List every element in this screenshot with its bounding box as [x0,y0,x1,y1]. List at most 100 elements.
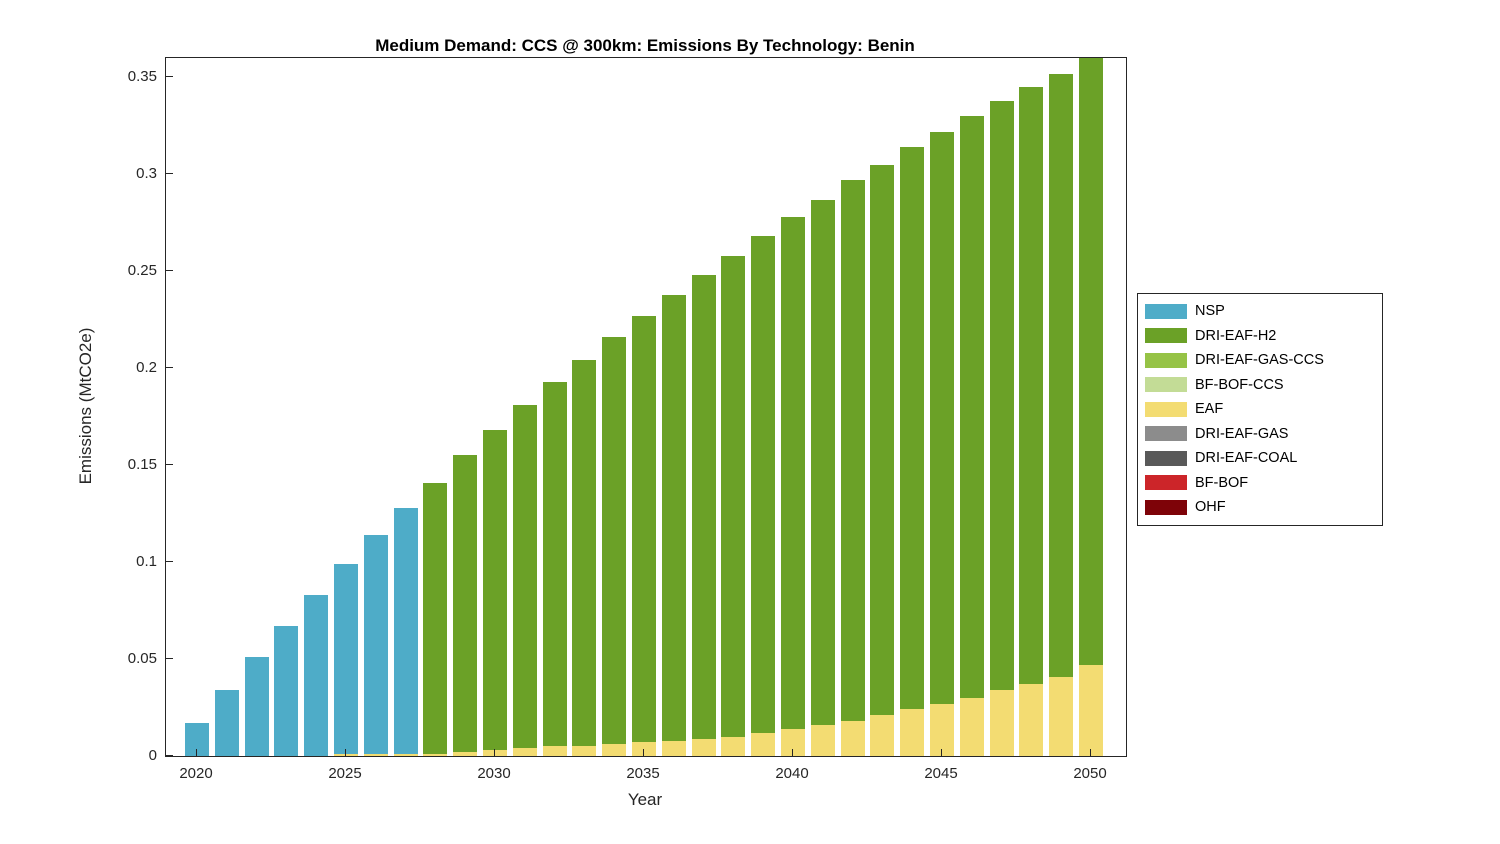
x-tick-label: 2020 [179,765,213,782]
bar-segment-eaf-2032 [542,746,567,756]
bar-segment-dri-eaf-h2-2045 [930,131,954,704]
bar-segment-eaf-2046 [959,697,984,756]
legend-item: DRI-EAF-GAS [1145,422,1374,447]
bar-segment-dri-eaf-h2-2050 [1079,58,1103,665]
legend-swatch [1145,426,1187,442]
legend-label: DRI-EAF-GAS [1195,425,1289,442]
bar-segment-eaf-2042 [840,721,865,756]
bar-segment-nsp-2026 [363,534,388,755]
bar-segment-eaf-2026 [363,754,388,756]
bar-segment-eaf-2031 [512,748,537,756]
legend-item: BF-BOF-CCS [1145,373,1374,398]
x-tick-mark [195,749,197,756]
x-axis-label: Year [627,790,663,809]
legend-item: DRI-EAF-GAS-CCS [1145,348,1374,373]
bar-segment-nsp-2024 [304,595,329,756]
legend-swatch [1145,303,1187,319]
legend-item: BF-BOF [1145,471,1374,496]
bar-segment-dri-eaf-h2-2040 [781,217,805,729]
plot-area [165,57,1127,757]
bar-segment-eaf-2025 [334,754,358,756]
bar-segment-dri-eaf-h2-2039 [751,236,776,733]
bar-segment-dri-eaf-h2-2038 [721,255,746,737]
bar-segment-dri-eaf-h2-2033 [572,360,597,747]
y-axis-label-text: Emissions (MtCO2e) [76,327,95,485]
bar-segment-eaf-2043 [870,715,895,756]
bar-segment-dri-eaf-h2-2047 [989,100,1014,691]
bar-segment-dri-eaf-h2-2046 [959,116,984,698]
legend-swatch [1145,352,1187,368]
legend-swatch [1145,377,1187,393]
x-tick-label: 2050 [1073,765,1107,782]
chart-title: Medium Demand: CCS @ 300km: Emissions By… [375,36,915,55]
y-tick-mark [166,269,173,271]
bar-segment-dri-eaf-h2-2041 [810,199,835,725]
y-tick-label: 0.15 [127,455,157,473]
legend-label: NSP [1195,303,1225,320]
y-tick-mark [166,75,173,77]
bar-segment-dri-eaf-h2-2034 [602,337,627,745]
x-tick-label: 2030 [477,765,511,782]
bar-segment-dri-eaf-h2-2030 [483,430,507,751]
legend-item: NSP [1145,299,1374,324]
y-tick-label: 0.05 [127,649,157,667]
legend-label: DRI-EAF-H2 [1195,327,1277,344]
bar-segment-dri-eaf-h2-2048 [1019,87,1044,685]
y-tick-mark [166,754,173,756]
legend-label: EAF [1195,401,1224,418]
x-tick-mark [642,749,644,756]
x-tick-mark [791,749,793,756]
bar-segment-dri-eaf-h2-2035 [632,315,656,743]
legend: NSP DRI-EAF-H2 DRI-EAF-GAS-CCS BF-BOF-CCS EA… [1137,293,1383,526]
x-tick-mark [493,749,495,756]
bar-segment-dri-eaf-h2-2029 [453,455,478,753]
bar-segment-eaf-2049 [1049,676,1074,756]
bar-segment-eaf-2047 [989,690,1014,756]
bar-segment-eaf-2044 [900,709,925,756]
bar-segment-eaf-2028 [423,754,448,756]
bar-segment-dri-eaf-h2-2031 [512,405,537,749]
y-tick-label: 0.25 [127,261,157,279]
y-tick-label: 0 [148,746,157,764]
legend-swatch [1145,499,1187,515]
bar-segment-eaf-2038 [721,736,746,756]
bar-segment-dri-eaf-h2-2036 [661,294,686,741]
bar-segment-eaf-2027 [393,754,418,756]
legend-item: EAF [1145,397,1374,422]
bar-segment-eaf-2041 [810,724,835,756]
y-tick-mark [166,366,173,368]
bar-segment-dri-eaf-h2-2042 [840,180,865,722]
y-tick-label: 0.2 [136,358,157,376]
x-tick-mark [1089,749,1091,756]
bar-segment-eaf-2039 [751,732,776,756]
bar-segment-eaf-2030 [483,750,507,756]
bar-segment-dri-eaf-h2-2049 [1049,73,1074,677]
legend-item: DRI-EAF-COAL [1145,446,1374,471]
bar-segment-nsp-2027 [393,507,418,755]
bar-segment-dri-eaf-h2-2032 [542,381,567,747]
x-tick-label: 2045 [924,765,958,782]
x-tick-label: 2040 [775,765,809,782]
y-tick-mark [166,463,173,465]
y-tick-label: 0.3 [136,164,157,182]
legend-swatch [1145,450,1187,466]
x-tick-label: 2025 [328,765,362,782]
legend-label: OHF [1195,499,1226,516]
bar-segment-nsp-2020 [185,723,209,756]
legend-swatch [1145,401,1187,417]
x-tick-label: 2035 [626,765,660,782]
bar-segment-nsp-2022 [244,657,269,756]
x-tick-mark [940,749,942,756]
legend-label: DRI-EAF-GAS-CCS [1195,352,1324,369]
bar-segment-eaf-2048 [1019,684,1044,756]
bar-segment-eaf-2037 [691,738,716,756]
bar-segment-eaf-2040 [781,728,805,756]
y-tick-label: 0.35 [127,67,157,85]
bar-segment-eaf-2035 [632,742,656,756]
bar-segment-dri-eaf-h2-2037 [691,275,716,739]
bar-segment-nsp-2021 [214,690,239,756]
legend-item: OHF [1145,495,1374,520]
x-tick-mark [344,749,346,756]
y-tick-mark [166,560,173,562]
